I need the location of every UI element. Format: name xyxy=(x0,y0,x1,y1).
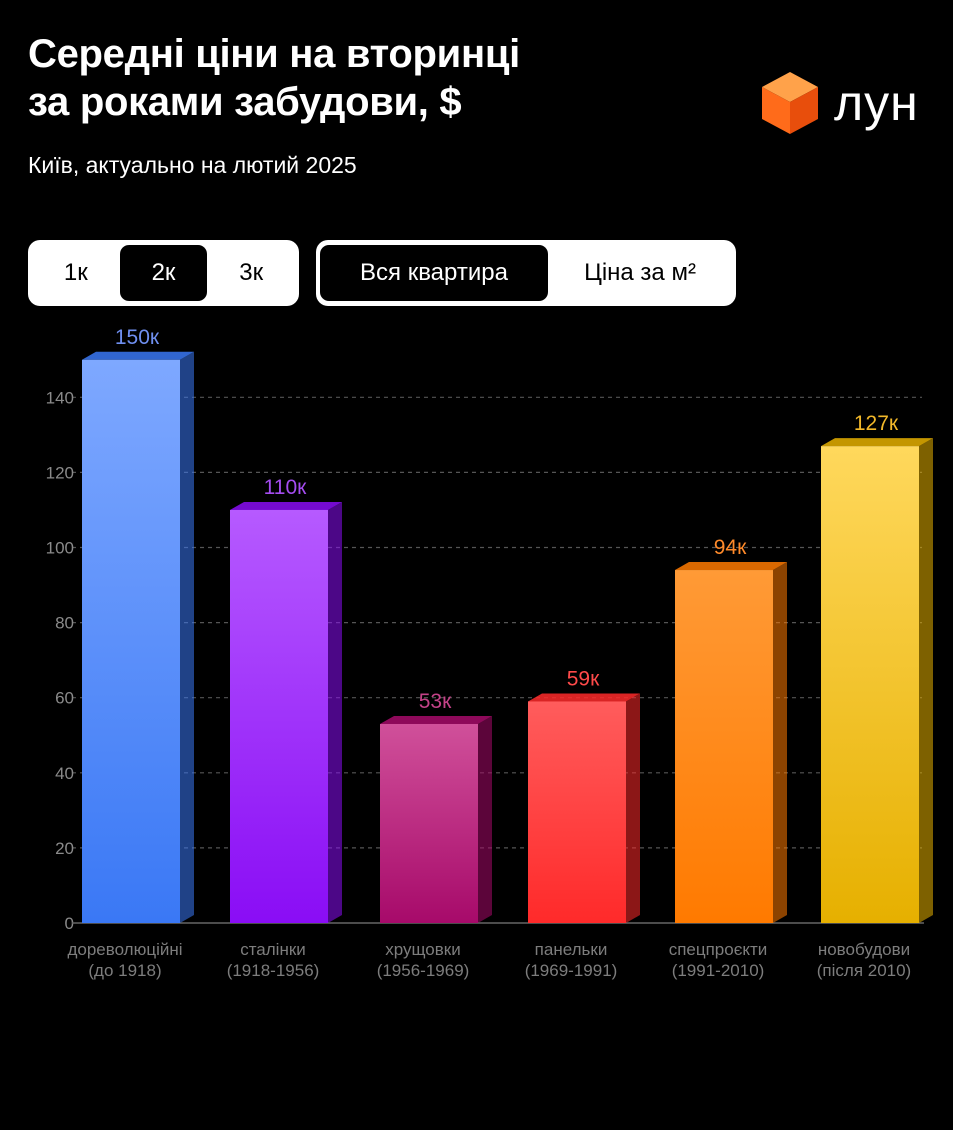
y-tick-label: 80 xyxy=(55,614,74,633)
y-tick-label: 0 xyxy=(65,914,74,933)
bar-value-label: 53к xyxy=(419,690,452,713)
bar-group xyxy=(82,351,194,923)
title-line-1: Середні ціни на вторинці xyxy=(28,32,520,76)
toggle-whole-apartment[interactable]: Вся квартира xyxy=(320,245,548,301)
bar-group xyxy=(380,715,492,923)
bar-group xyxy=(528,693,640,923)
bar-value-label: 94к xyxy=(714,536,747,559)
x-category-label: спецпроєкти xyxy=(669,940,768,959)
bar-group xyxy=(821,438,933,923)
y-tick-label: 140 xyxy=(46,388,74,407)
bar-group xyxy=(230,501,342,923)
x-category-sublabel: (до 1918) xyxy=(88,961,161,980)
x-category-label: панельки xyxy=(535,940,608,959)
bar-value-label: 127к xyxy=(854,412,899,435)
bar-chart: 0 20 40 60 80 100 120 140 150к дореволюційні (до 1… xyxy=(46,326,933,980)
y-tick-label: 20 xyxy=(55,839,74,858)
x-category-sublabel: (1991-2010) xyxy=(672,961,765,980)
y-tick-label: 60 xyxy=(55,689,74,708)
toggle-2k[interactable]: 2к xyxy=(119,245,208,301)
bar-top-face xyxy=(82,351,194,360)
bar xyxy=(230,509,328,923)
price-mode-toggle: Вся квартира Ціна за м² xyxy=(316,240,736,306)
bar-top-face xyxy=(528,693,640,702)
y-tick-label: 120 xyxy=(46,463,74,482)
logo-text: лун xyxy=(834,75,919,131)
bar xyxy=(528,701,626,923)
cube-icon xyxy=(762,72,818,134)
bar-value-label: 59к xyxy=(567,667,600,690)
bar-side-face xyxy=(180,351,194,923)
bar-side-face xyxy=(626,693,640,923)
x-category-label: дореволюційні xyxy=(67,940,182,959)
bar-top-face xyxy=(821,438,933,447)
bar-value-label: 110к xyxy=(264,476,307,499)
brand-logo: лун xyxy=(760,70,919,136)
toggle-price-per-m2[interactable]: Ціна за м² xyxy=(584,259,696,286)
bar-top-face xyxy=(675,562,787,571)
bar xyxy=(380,723,478,923)
chart-subtitle: Київ, актуально на лютий 2025 xyxy=(28,152,357,178)
x-category-sublabel: (після 2010) xyxy=(817,961,911,980)
title-line-2: за роками забудови, $ xyxy=(28,80,462,124)
y-tick-label: 40 xyxy=(55,764,74,783)
bar-side-face xyxy=(328,501,342,923)
x-category-sublabel: (1918-1956) xyxy=(227,961,320,980)
x-category-sublabel: (1969-1991) xyxy=(525,961,618,980)
x-category-sublabel: (1956-1969) xyxy=(377,961,470,980)
chart-title: Середні ціни на вторинці за роками забуд… xyxy=(28,30,520,126)
toggle-1k[interactable]: 1к xyxy=(63,259,88,286)
bar xyxy=(82,359,180,923)
x-category-label: новобудови xyxy=(818,940,910,959)
x-category-label: хрущовки xyxy=(385,940,460,959)
bar-top-face xyxy=(380,715,492,724)
bar-top-face xyxy=(230,501,342,510)
room-count-toggle: 1к 2к 3к xyxy=(28,240,299,306)
bar-side-face xyxy=(919,438,933,923)
y-tick-label: 100 xyxy=(46,539,74,558)
bar-side-face xyxy=(773,562,787,923)
bar xyxy=(821,446,919,923)
toggle-3k[interactable]: 3к xyxy=(239,259,264,286)
bar-side-face xyxy=(478,715,492,923)
bar-group xyxy=(675,562,787,923)
bar-value-label: 150к xyxy=(115,326,160,349)
bar xyxy=(675,570,773,923)
x-category-label: сталінки xyxy=(240,940,306,959)
